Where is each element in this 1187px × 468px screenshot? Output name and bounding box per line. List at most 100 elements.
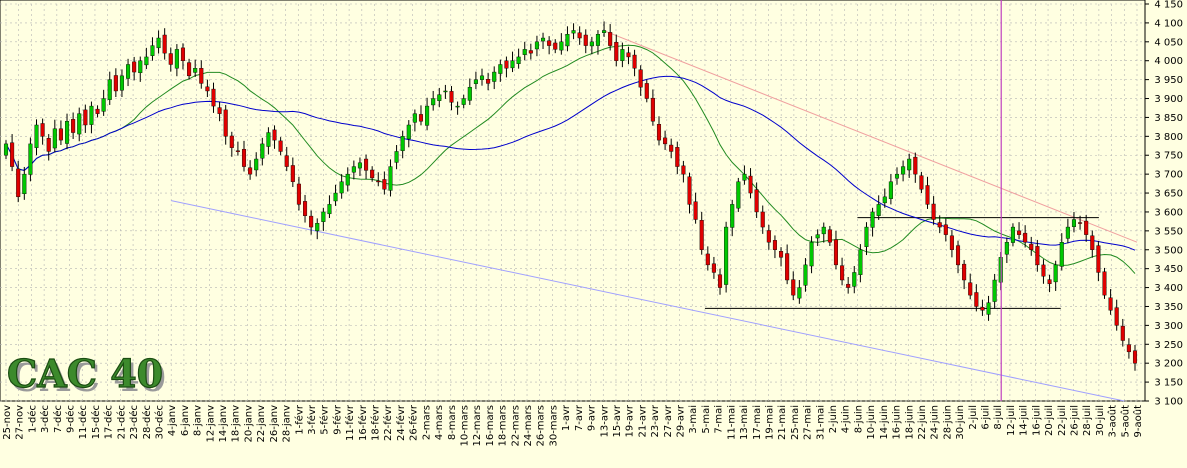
candle-body xyxy=(3,143,9,156)
candle-body xyxy=(717,274,723,288)
candle-body xyxy=(303,201,308,216)
x-tick-label: 27-avr xyxy=(663,404,674,437)
x-tick-label: 28-juil xyxy=(1082,405,1093,436)
x-tick-label: 19-avr xyxy=(625,404,636,437)
candle-body xyxy=(980,307,985,311)
candle-body xyxy=(40,123,45,137)
candle-body xyxy=(1071,219,1077,227)
y-tick-label: 3 550 xyxy=(1154,226,1183,237)
candle-body xyxy=(919,175,924,190)
cac40-logo: CAC 40 CAC 40 xyxy=(6,350,166,400)
candle-body xyxy=(1096,245,1101,273)
candle-body xyxy=(400,136,405,151)
x-tick-label: 18-juin xyxy=(904,405,915,440)
candle-body xyxy=(553,42,558,50)
x-tick-label: 26-juil xyxy=(1069,405,1080,436)
candle-body xyxy=(1010,226,1015,243)
candle-body xyxy=(315,223,320,232)
x-tick-label: 2-juin xyxy=(828,405,839,433)
candle-body xyxy=(272,129,277,141)
candle-body xyxy=(290,165,295,182)
candle-body xyxy=(925,185,930,205)
y-tick-label: 4 050 xyxy=(1154,37,1183,48)
candle-body xyxy=(455,105,460,108)
candle-body xyxy=(663,137,668,145)
x-tick-label: 17-mai xyxy=(752,405,763,440)
x-tick-label: 5-mai xyxy=(701,405,712,434)
candle-body xyxy=(968,282,973,296)
candle-body xyxy=(504,60,509,69)
candle-body xyxy=(71,119,76,133)
candle-body xyxy=(724,226,729,285)
candle-body xyxy=(284,155,289,167)
candle-body xyxy=(357,162,362,169)
candle-body xyxy=(46,138,51,152)
x-tick-label: 22-janv xyxy=(256,405,267,443)
candle-body xyxy=(821,226,826,235)
candle-body xyxy=(510,60,515,69)
x-tick-label: 30-mars xyxy=(548,405,559,447)
candle-body xyxy=(626,52,631,58)
candle-body xyxy=(602,30,607,33)
candle-body xyxy=(541,37,546,42)
candle-body xyxy=(150,45,155,56)
resistance-line xyxy=(603,30,1138,243)
candle-body xyxy=(882,196,887,204)
candle-body xyxy=(89,105,94,125)
x-tick-label: 22-mars xyxy=(510,405,521,447)
y-tick-label: 3 600 xyxy=(1154,207,1183,218)
candle-body xyxy=(321,211,326,222)
candle-body xyxy=(803,264,808,286)
candle-body xyxy=(467,86,472,101)
candle-body xyxy=(760,211,765,228)
candle-body xyxy=(101,98,106,112)
x-tick-label: 26-janv xyxy=(269,405,280,443)
x-tick-label: 5-août xyxy=(1119,405,1131,438)
y-tick-label: 4 100 xyxy=(1154,18,1183,29)
x-tick-label: 9-févr xyxy=(331,404,343,435)
x-tick-label: 21-déc xyxy=(115,405,127,439)
x-tick-label: 11-déc xyxy=(77,405,89,439)
candle-body xyxy=(473,79,478,84)
candle-body xyxy=(498,64,503,74)
x-tick-label: 9-août xyxy=(1132,405,1144,438)
y-tick-label: 3 700 xyxy=(1154,170,1183,181)
x-tick-label: 24-févr xyxy=(395,404,407,441)
candle-body xyxy=(730,204,735,228)
support-line xyxy=(171,200,1125,402)
x-tick-label: 26-mars xyxy=(536,405,547,447)
x-tick-label: 20-juil xyxy=(1044,405,1055,436)
candle-body xyxy=(10,142,15,167)
candle-body xyxy=(376,180,381,183)
x-tick-label: 31-mai xyxy=(815,405,826,440)
candle-body xyxy=(486,79,491,84)
candle-body xyxy=(248,167,253,175)
candle-body xyxy=(675,147,680,167)
candle-body xyxy=(1029,243,1034,250)
candle-body xyxy=(1065,226,1070,239)
candle-body xyxy=(296,183,301,205)
x-tick-label: 1-févr xyxy=(293,404,305,435)
x-tick-label: 23-déc xyxy=(128,405,140,439)
x-tick-label: 18-janv xyxy=(231,405,242,443)
candle-body xyxy=(327,204,332,215)
x-tick-label: 25-nov xyxy=(2,405,13,440)
candle-body xyxy=(107,79,112,100)
x-tick-label: 22-févr xyxy=(382,404,394,441)
candle-body xyxy=(644,83,649,99)
x-tick-label: 6-janv xyxy=(180,405,191,436)
candle-body xyxy=(394,151,399,163)
candle-body xyxy=(162,34,167,54)
candle-body xyxy=(351,166,356,173)
y-tick-label: 3 250 xyxy=(1154,340,1183,351)
candle-body xyxy=(937,222,942,228)
candle-body xyxy=(1090,235,1095,250)
y-tick-label: 4 000 xyxy=(1154,56,1183,67)
candle-body xyxy=(1132,350,1138,364)
candle-body xyxy=(608,32,613,46)
candle-body xyxy=(1114,307,1119,326)
x-tick-label: 3-mai xyxy=(688,405,699,434)
x-tick-label: 27-nov xyxy=(15,405,26,440)
x-tick-label: 16-mars xyxy=(485,405,496,447)
candle-body xyxy=(1126,344,1131,353)
